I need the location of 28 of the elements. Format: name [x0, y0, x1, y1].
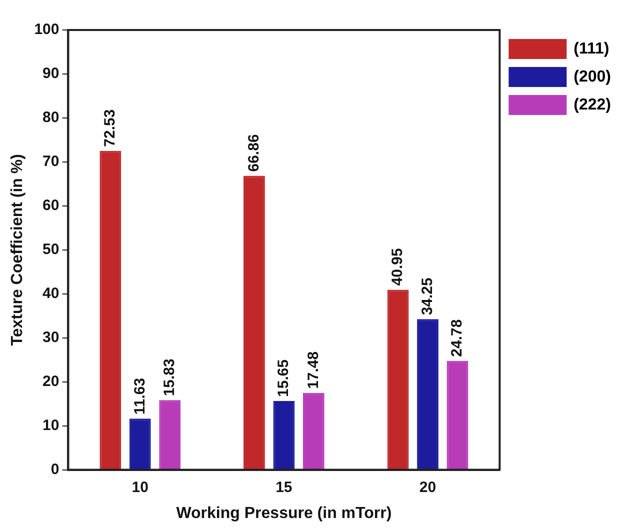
- y-tick-label: 20: [42, 372, 60, 390]
- data-label: 15.83: [160, 358, 178, 396]
- y-tick-label: 40: [42, 285, 60, 302]
- y-tick-label: 80: [42, 109, 60, 126]
- y-tick-label: 60: [42, 197, 60, 214]
- data-label: 34.25: [418, 278, 436, 316]
- x-axis-title: Working Pressure (in mTorr): [176, 504, 392, 522]
- y-axis-title: Texture Coefficient (in %): [9, 154, 26, 346]
- legend-label: (111): [574, 40, 610, 58]
- y-tick-label: 30: [42, 329, 60, 346]
- data-label: 66.86: [245, 134, 262, 172]
- x-tick-label: 15: [276, 478, 292, 496]
- legend-label: (222): [574, 96, 612, 114]
- y-tick-label: 70: [42, 153, 60, 170]
- data-label: 11.63: [131, 378, 148, 415]
- data-label: 72.53: [102, 109, 119, 147]
- y-tick-label: 50: [42, 241, 60, 258]
- data-label: 17.48: [304, 351, 322, 389]
- y-tick-label: 90: [42, 65, 60, 82]
- legend-label: (200): [574, 68, 612, 86]
- y-tick-label: 10: [42, 416, 60, 434]
- y-tick-label: 0: [50, 460, 60, 478]
- x-tick-label: 10: [132, 478, 148, 496]
- data-label: 15.65: [275, 359, 292, 397]
- data-label: 24.78: [448, 319, 466, 357]
- y-tick-label: 100: [34, 21, 60, 38]
- x-tick-label: 20: [419, 478, 436, 496]
- data-label: 40.95: [389, 248, 406, 286]
